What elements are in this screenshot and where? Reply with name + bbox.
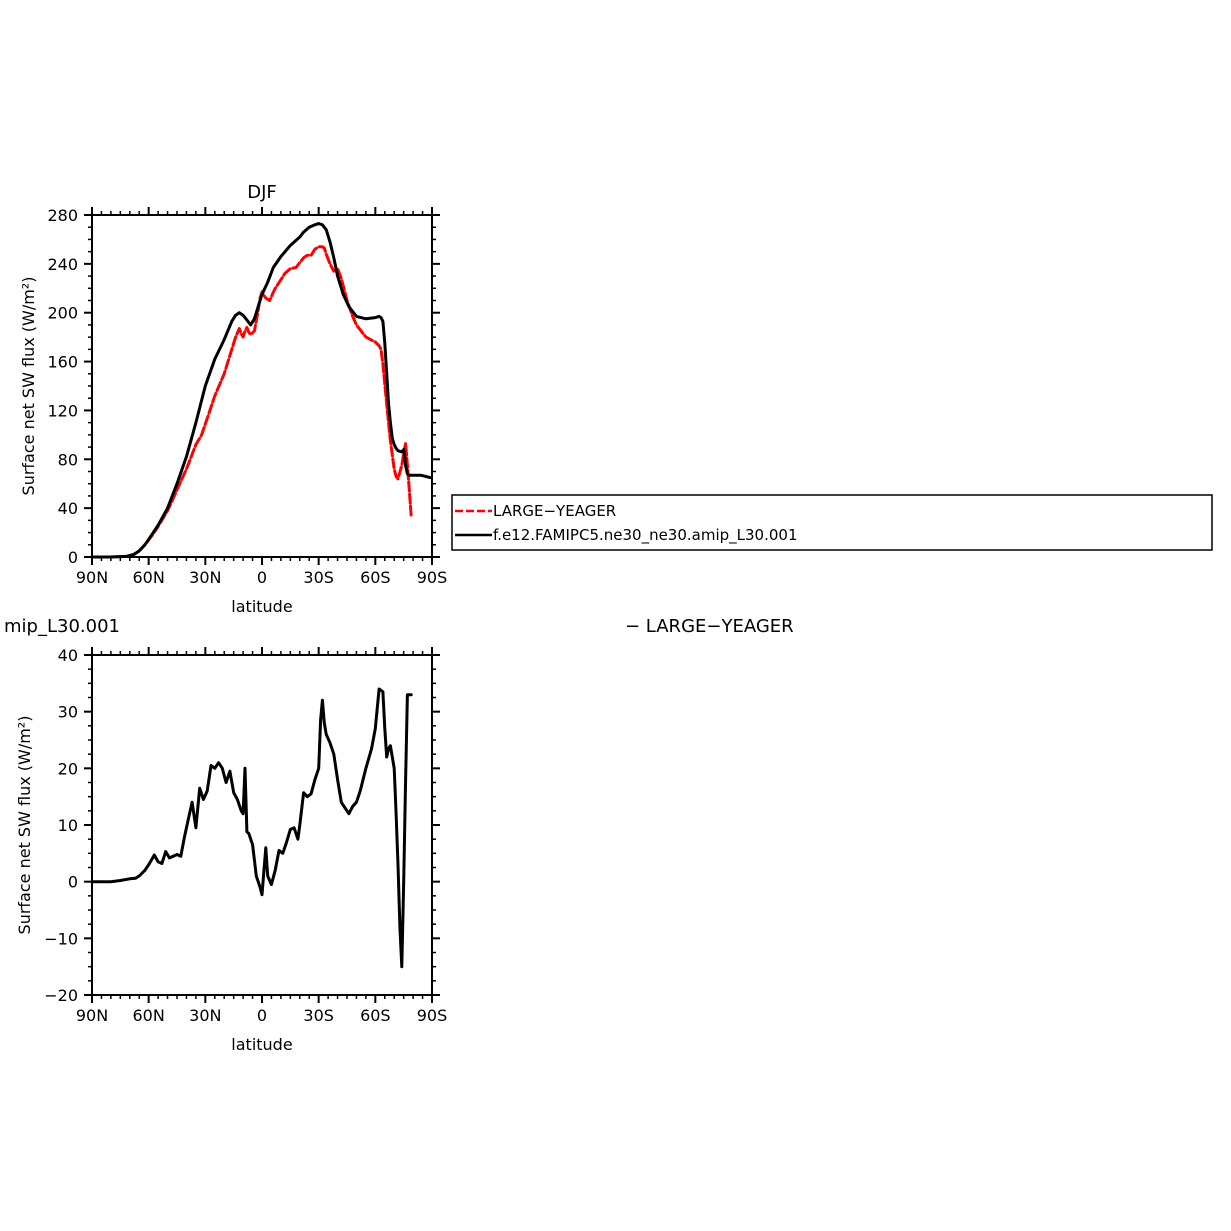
x-tick-label: 30N — [189, 568, 221, 587]
series-lines — [90, 222, 432, 559]
plot-frame — [91, 214, 433, 558]
x-tick-label: 90S — [417, 1006, 448, 1025]
x-tick-label: 60S — [360, 568, 391, 587]
plot-frame — [91, 654, 433, 996]
y-tick-label: −20 — [44, 986, 78, 1005]
x-tick-label: 0 — [257, 1006, 267, 1025]
y-tick-label: 280 — [47, 206, 78, 225]
y-tick-label: −10 — [44, 929, 78, 948]
series-lines — [90, 687, 413, 969]
y-tick-label: 30 — [58, 703, 78, 722]
y-tick-label: 0 — [68, 873, 78, 892]
axes: 90N 60N 30N 0 30S 60S 90S −20 −10 0 10 20 30 40 — [44, 646, 447, 1025]
y-tick-label: 240 — [47, 255, 78, 274]
panel-difference: mip_L30.001 − LARGE−YEAGER 90N 60N 30N 0 30S… — [4, 616, 794, 1054]
x-tick-label: 60S — [360, 1006, 391, 1025]
series-line-0 — [90, 687, 413, 969]
series-line-0 — [90, 245, 413, 559]
y-tick-label: 160 — [47, 353, 78, 372]
legend-label-large-yeager: LARGE−YEAGER — [493, 502, 616, 520]
chart-title-right: − LARGE−YEAGER — [625, 616, 794, 637]
y-tick-label: 0 — [68, 548, 78, 567]
x-axis-label: latitude — [231, 1035, 292, 1054]
x-tick-label: 30S — [303, 1006, 334, 1025]
y-tick-label: 80 — [58, 450, 78, 469]
x-tick-label: 30S — [303, 568, 334, 587]
y-tick-label: 200 — [47, 304, 78, 323]
legend-label-model: f.e12.FAMIPC5.ne30_ne30.amip_L30.001 — [493, 526, 798, 545]
chart-title-left: mip_L30.001 — [4, 616, 120, 637]
x-tick-label: 60N — [133, 568, 165, 587]
y-tick-label: 40 — [58, 499, 78, 518]
x-tick-label: 30N — [189, 1006, 221, 1025]
y-tick-label: 40 — [58, 646, 78, 665]
x-axis-label: latitude — [231, 597, 292, 616]
y-tick-label: 20 — [58, 759, 78, 778]
x-tick-label: 90N — [76, 1006, 108, 1025]
legend: LARGE−YEAGER f.e12.FAMIPC5.ne30_ne30.ami… — [451, 494, 1213, 551]
x-tick-label: 0 — [257, 568, 267, 587]
x-tick-label: 90N — [76, 568, 108, 587]
axes: 90N 60N 30N 0 30S 60S 90S 0 40 80 120 160 200 240 280 — [47, 206, 447, 587]
y-axis-label: Surface net SW flux (W/m²) — [19, 277, 38, 496]
x-tick-label: 60N — [133, 1006, 165, 1025]
y-tick-label: 10 — [58, 816, 78, 835]
legend-box — [451, 494, 1213, 551]
y-tick-label: 120 — [47, 401, 78, 420]
y-axis-label: Surface net SW flux (W/m²) — [15, 716, 34, 935]
series-line-1 — [90, 222, 432, 559]
chart-title-djf: DJF — [247, 182, 277, 203]
x-tick-label: 90S — [417, 568, 448, 587]
panel-djf-flux: DJF 90N 60N 30N 0 30S 60S 90S 0 40 80 120 160 200 240… — [19, 182, 447, 616]
